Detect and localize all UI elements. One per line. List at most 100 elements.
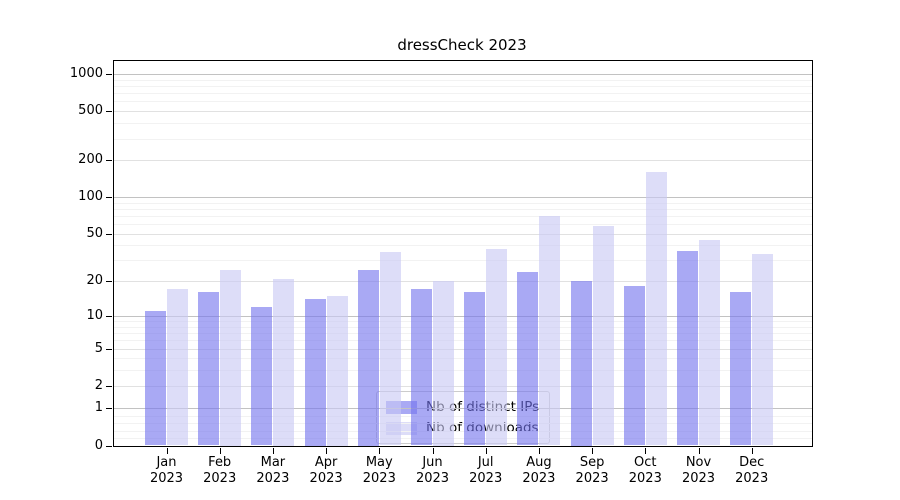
bar-nb-of-distinct-ips-apr-2023 — [304, 299, 326, 446]
bar-nb-of-downloads-feb-2023 — [220, 269, 242, 446]
bar-nb-of-distinct-ips-aug-2023 — [517, 271, 539, 446]
gridline-y-400 — [114, 123, 812, 124]
y-tick-label-20: 20 — [86, 273, 103, 288]
y-tick-1 — [106, 408, 112, 410]
bar-nb-of-downloads-jun-2023 — [433, 281, 454, 446]
x-tick-dec — [751, 448, 753, 454]
bar-nb-of-distinct-ips-oct-2023 — [623, 286, 645, 446]
gridline-y-900 — [114, 79, 812, 81]
y-tick-label-200: 200 — [78, 152, 103, 168]
gridline-y-90 — [114, 202, 812, 204]
x-tick-may — [379, 448, 381, 454]
bar-nb-of-downloads-apr-2023 — [326, 295, 348, 446]
gridline-y-3 — [114, 369, 812, 371]
bar-nb-of-downloads-dec-2023 — [752, 253, 774, 446]
bar-nb-of-downloads-may-2023 — [379, 252, 401, 446]
gridline-y-6 — [114, 340, 812, 342]
x-tick-label-mar: Mar 2023 — [256, 455, 290, 486]
x-tick-jun — [432, 448, 434, 454]
gridline-y-1000 — [114, 74, 812, 76]
gridline-y-30 — [114, 260, 812, 262]
gridline-y-80 — [114, 208, 812, 210]
gridline-y-700 — [114, 93, 812, 95]
x-tick-label-aug: Aug 2023 — [522, 455, 556, 486]
y-tick-label-2: 2 — [94, 378, 103, 393]
x-tick-label-oct: Oct 2023 — [628, 455, 662, 486]
y-tick-label-100: 100 — [78, 189, 103, 204]
gridline-y-0_6 — [114, 423, 812, 424]
x-tick-label-feb: Feb 2023 — [203, 455, 237, 486]
gridline-y-300 — [114, 138, 812, 140]
gridline-y-600 — [114, 101, 812, 103]
gridline-y-7 — [114, 333, 812, 334]
y-tick-500 — [106, 111, 112, 113]
chart-title: dressCheck 2023 — [397, 36, 527, 54]
x-tick-label-jun: Jun 2023 — [415, 455, 450, 486]
bar-nb-of-downloads-nov-2023 — [699, 240, 720, 446]
gridline-y-2 — [114, 386, 812, 387]
bar-nb-of-distinct-ips-jan-2023 — [145, 311, 166, 446]
bar-nb-of-distinct-ips-mar-2023 — [251, 306, 273, 446]
gridline-y-8 — [114, 326, 812, 328]
y-tick-2 — [106, 386, 112, 388]
gridline-y-4 — [114, 358, 812, 359]
gridline-y-9 — [114, 321, 812, 322]
x-tick-mar — [272, 448, 275, 454]
bar-nb-of-downloads-jan-2023 — [167, 289, 188, 446]
y-tick-label-1000: 1000 — [69, 66, 103, 82]
bar-nb-of-downloads-jul-2023 — [486, 249, 508, 446]
x-tick-label-jul: Jul 2023 — [469, 455, 503, 486]
gridline-y-0_2 — [114, 438, 812, 439]
y-tick-20 — [106, 281, 112, 283]
gridline-y-200 — [114, 160, 812, 162]
x-tick-jan — [166, 448, 168, 454]
x-tick-label-sep: Sep 2023 — [575, 455, 609, 486]
bar-nb-of-distinct-ips-jul-2023 — [464, 292, 486, 446]
x-tick-label-dec: Dec 2023 — [735, 455, 769, 486]
bar-nb-of-distinct-ips-feb-2023 — [198, 292, 220, 446]
x-tick-label-apr: Apr 2023 — [309, 455, 343, 486]
gridline-y-5 — [114, 349, 812, 350]
gridline-y-800 — [114, 86, 812, 88]
bar-nb-of-distinct-ips-dec-2023 — [730, 292, 752, 446]
y-tick-label-1: 1 — [94, 400, 103, 415]
gridline-y-40 — [114, 245, 812, 247]
y-tick-1000 — [106, 74, 112, 76]
gridline-y-0_8 — [114, 415, 812, 417]
gridline-y-0_4 — [114, 430, 812, 432]
x-tick-oct — [645, 448, 647, 454]
x-tick-apr — [326, 448, 328, 454]
y-tick-label-50: 50 — [86, 225, 103, 241]
x-tick-jul — [485, 448, 487, 454]
bar-nb-of-downloads-oct-2023 — [645, 172, 667, 446]
x-tick-label-may: May 2023 — [362, 455, 396, 486]
gridline-y-500 — [114, 111, 812, 112]
y-tick-0 — [106, 445, 112, 447]
y-tick-200 — [106, 160, 112, 162]
bar-nb-of-downloads-mar-2023 — [273, 278, 295, 446]
y-tick-label-0: 0 — [94, 437, 103, 453]
legend-row-nb-of-distinct-ips: Nb of distinct IPs — [386, 399, 539, 415]
x-tick-nov — [698, 448, 700, 454]
gridline-y-60 — [114, 224, 812, 225]
gridline-y-70 — [114, 215, 812, 217]
y-tick-10 — [106, 316, 112, 318]
bar-nb-of-distinct-ips-sep-2023 — [570, 281, 592, 446]
gridline-y-50 — [114, 233, 812, 235]
y-tick-50 — [106, 233, 112, 235]
y-tick-5 — [106, 349, 112, 351]
x-tick-feb — [219, 448, 221, 454]
gridline-y-100 — [114, 197, 812, 198]
x-tick-label-jan: Jan 2023 — [149, 455, 184, 486]
gridline-y-20 — [114, 281, 812, 282]
x-tick-aug — [538, 448, 541, 454]
x-tick-label-nov: Nov 2023 — [681, 455, 716, 486]
gridline-y-1 — [114, 408, 812, 409]
bar-nb-of-downloads-sep-2023 — [592, 225, 614, 446]
bar-nb-of-distinct-ips-jun-2023 — [411, 289, 432, 446]
y-tick-label-500: 500 — [78, 103, 103, 118]
plot-area: Nb of distinct IPsNb of downloads 012510… — [70, 60, 813, 486]
y-tick-label-5: 5 — [94, 341, 103, 356]
x-tick-sep — [592, 448, 594, 454]
